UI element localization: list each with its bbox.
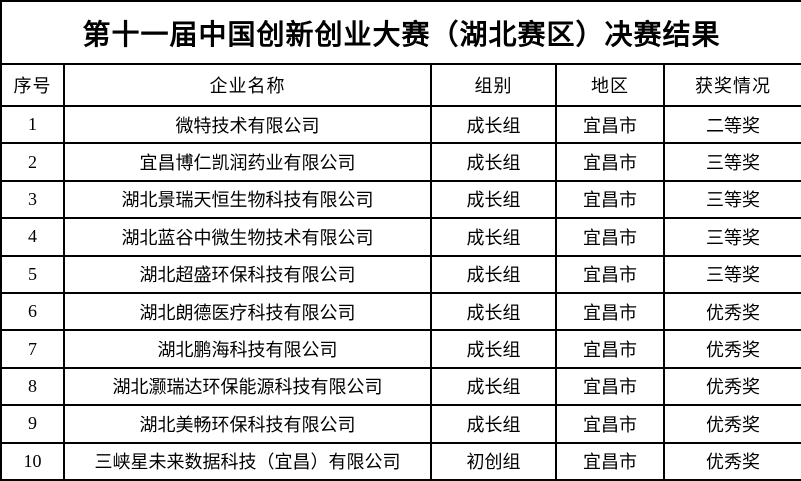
table-row: 2 宜昌博仁凯润药业有限公司 成长组 宜昌市 三等奖 xyxy=(0,142,801,182)
header-row: 序号 企业名称 组别 地区 获奖情况 xyxy=(0,63,801,107)
award-cell: 优秀奖 xyxy=(662,366,801,407)
group-cell: 成长组 xyxy=(430,291,557,332)
table-row: 3 湖北景瑞天恒生物科技有限公司 成长组 宜昌市 三等奖 xyxy=(0,179,801,220)
award-cell: 二等奖 xyxy=(662,104,801,145)
region-cell: 宜昌市 xyxy=(555,142,665,182)
row-index-cell: 1 xyxy=(0,104,65,145)
group-cell: 成长组 xyxy=(430,104,557,145)
table-row: 7 湖北鹏海科技有限公司 成长组 宜昌市 优秀奖 xyxy=(0,329,801,369)
company-name-cell: 宜昌博仁凯润药业有限公司 xyxy=(63,142,432,182)
table-row: 9 湖北美畅环保科技有限公司 成长组 宜昌市 优秀奖 xyxy=(0,404,801,444)
region-cell: 宜昌市 xyxy=(555,366,665,407)
table-row: 1 微特技术有限公司 成长组 宜昌市 二等奖 xyxy=(0,104,801,145)
row-index-cell: 5 xyxy=(0,254,65,294)
award-cell: 三等奖 xyxy=(662,179,801,220)
table-body: 1 微特技术有限公司 成长组 宜昌市 二等奖 2 宜昌博仁凯润药业有限公司 成长组 宜昌市 三等奖… xyxy=(0,104,801,481)
region-cell: 宜昌市 xyxy=(555,329,665,369)
group-cell: 初创组 xyxy=(430,441,557,481)
company-name-cell: 湖北超盛环保科技有限公司 xyxy=(63,254,432,294)
header-cell-company: 企业名称 xyxy=(63,63,432,107)
header-cell-award: 获奖情况 xyxy=(662,63,801,107)
row-index-cell: 8 xyxy=(0,366,65,407)
row-index-cell: 7 xyxy=(0,329,65,369)
group-cell: 成长组 xyxy=(430,329,557,369)
header-cell-group: 组别 xyxy=(430,63,557,107)
region-cell: 宜昌市 xyxy=(555,441,665,481)
award-cell: 三等奖 xyxy=(662,142,801,182)
group-cell: 成长组 xyxy=(430,142,557,182)
award-cell: 三等奖 xyxy=(662,254,801,294)
award-cell: 三等奖 xyxy=(662,217,801,257)
row-index-cell: 10 xyxy=(0,441,65,481)
row-index-cell: 4 xyxy=(0,217,65,257)
page-title: 第十一届中国创新创业大赛（湖北赛区）决赛结果 xyxy=(0,0,801,65)
company-name-cell: 微特技术有限公司 xyxy=(63,104,432,145)
award-cell: 优秀奖 xyxy=(662,404,801,444)
row-index-cell: 3 xyxy=(0,179,65,220)
table-row: 8 湖北灏瑞达环保能源科技有限公司 成长组 宜昌市 优秀奖 xyxy=(0,366,801,407)
row-index-cell: 6 xyxy=(0,291,65,332)
table-row: 6 湖北朗德医疗科技有限公司 成长组 宜昌市 优秀奖 xyxy=(0,291,801,332)
row-index-cell: 2 xyxy=(0,142,65,182)
company-name-cell: 湖北蓝谷中微生物技术有限公司 xyxy=(63,217,432,257)
region-cell: 宜昌市 xyxy=(555,104,665,145)
group-cell: 成长组 xyxy=(430,217,557,257)
company-name-cell: 湖北鹏海科技有限公司 xyxy=(63,329,432,369)
header-cell-region: 地区 xyxy=(555,63,665,107)
group-cell: 成长组 xyxy=(430,366,557,407)
region-cell: 宜昌市 xyxy=(555,179,665,220)
group-cell: 成长组 xyxy=(430,254,557,294)
row-index-cell: 9 xyxy=(0,404,65,444)
table-row: 5 湖北超盛环保科技有限公司 成长组 宜昌市 三等奖 xyxy=(0,254,801,294)
company-name-cell: 湖北朗德医疗科技有限公司 xyxy=(63,291,432,332)
award-cell: 优秀奖 xyxy=(662,329,801,369)
company-name-cell: 湖北灏瑞达环保能源科技有限公司 xyxy=(63,366,432,407)
region-cell: 宜昌市 xyxy=(555,291,665,332)
region-cell: 宜昌市 xyxy=(555,254,665,294)
table-row: 10 三峡星未来数据科技（宜昌）有限公司 初创组 宜昌市 优秀奖 xyxy=(0,441,801,481)
award-cell: 优秀奖 xyxy=(662,441,801,481)
region-cell: 宜昌市 xyxy=(555,217,665,257)
company-name-cell: 三峡星未来数据科技（宜昌）有限公司 xyxy=(63,441,432,481)
award-cell: 优秀奖 xyxy=(662,291,801,332)
group-cell: 成长组 xyxy=(430,179,557,220)
title-row: 第十一届中国创新创业大赛（湖北赛区）决赛结果 xyxy=(0,0,801,65)
table-row: 4 湖北蓝谷中微生物技术有限公司 成长组 宜昌市 三等奖 xyxy=(0,217,801,257)
region-cell: 宜昌市 xyxy=(555,404,665,444)
company-name-cell: 湖北美畅环保科技有限公司 xyxy=(63,404,432,444)
company-name-cell: 湖北景瑞天恒生物科技有限公司 xyxy=(63,179,432,220)
group-cell: 成长组 xyxy=(430,404,557,444)
table-head: 第十一届中国创新创业大赛（湖北赛区）决赛结果 序号 企业名称 组别 地区 获奖情况 xyxy=(0,0,801,107)
header-cell-index: 序号 xyxy=(0,63,65,107)
